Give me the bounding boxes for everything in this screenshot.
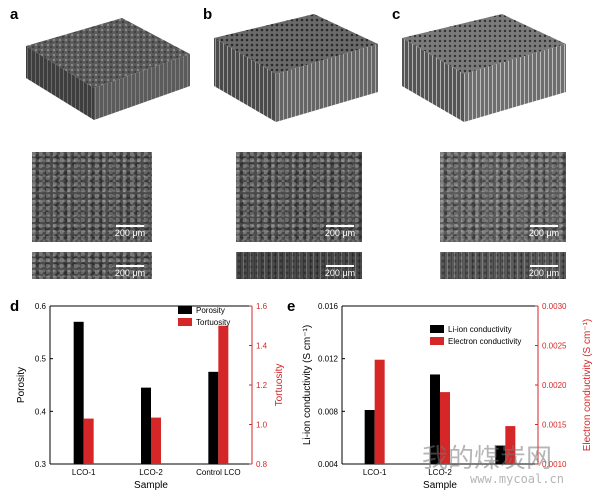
- chart-porosity-tortuosity: 0.3 0.4 0.5 0.6 0.8 1.0 1.2 1.4 1.6 Porosity Tortu…: [16, 302, 285, 491]
- left-tick-label: 0.3: [35, 460, 47, 469]
- bar-li-ion-conductivity: [364, 410, 375, 464]
- left-tick-label: 0.004: [318, 460, 339, 469]
- bar-tortuosity: [218, 325, 229, 464]
- x-axis-label: Sample: [423, 480, 457, 491]
- right-tick-label: 1.6: [256, 302, 268, 311]
- micrograph-side-a: 200 μm: [32, 252, 152, 279]
- left-tick-label: 0.6: [35, 302, 47, 311]
- right-tick-label: 0.8: [256, 460, 268, 469]
- left-tick-label: 0.5: [35, 355, 47, 364]
- category-label: LCO-1: [72, 468, 96, 477]
- bar-porosity: [141, 387, 151, 464]
- micrograph-side-c: 200 μm: [440, 252, 566, 279]
- right-tick-label: 0.0020: [542, 381, 567, 390]
- panel-label-e: e: [287, 298, 296, 315]
- tomography-block-b: [214, 14, 378, 122]
- scale-bar-label: 200 μm: [528, 228, 560, 238]
- tomography-block-a: [26, 18, 190, 120]
- category-label: LCO-2: [428, 468, 452, 477]
- legend-label: Tortuosity: [196, 318, 230, 327]
- legend-swatch: [430, 325, 444, 333]
- right-axis-label: Electron conductivity (S cm⁻¹): [582, 319, 593, 452]
- legend-label: Electron conductivity: [448, 337, 521, 346]
- category-label: LCO-1: [363, 468, 387, 477]
- bar-porosity: [73, 321, 84, 464]
- left-axis-label: Li-ion conductivity (S cm⁻¹): [302, 325, 313, 445]
- category-label: Control LCO: [196, 468, 240, 477]
- legend-swatch: [178, 318, 192, 326]
- legend-swatch: [430, 337, 444, 345]
- bar-tortuosity: [83, 418, 94, 464]
- left-tick-label: 0.008: [318, 407, 339, 416]
- right-tick-label: 0.0030: [542, 302, 567, 311]
- right-axis-label: Tortuosity: [274, 364, 285, 407]
- right-tick-label: 0.0025: [542, 342, 567, 351]
- right-tick-label: 1.2: [256, 381, 268, 390]
- legend-label: Li-ion conductivity: [448, 325, 512, 334]
- panel-label-d: d: [10, 298, 20, 315]
- left-axis-label: Porosity: [16, 367, 27, 403]
- bar-electron-conductivity: [505, 426, 516, 464]
- bar-porosity: [208, 371, 219, 464]
- bar-tortuosity: [151, 417, 161, 464]
- right-tick-label: 0.0010: [542, 460, 567, 469]
- scale-bar-label: 200 μm: [528, 268, 560, 278]
- panel-label-a: a: [10, 6, 19, 23]
- scale-bar-label: 200 μm: [324, 228, 356, 238]
- chart-conductivity: 0.004 0.008 0.012 0.016 0.0010 0.0015 0.0020 0.…: [302, 302, 593, 491]
- panel-label-b: b: [203, 6, 213, 23]
- category-label: LCO-2: [139, 468, 163, 477]
- x-axis-label: Sample: [134, 480, 168, 491]
- right-tick-label: 0.0015: [542, 421, 567, 430]
- legend-swatch: [178, 306, 192, 314]
- bar-li-ion-conductivity: [495, 445, 506, 464]
- watermark-url: www.mycoal.cn: [470, 472, 564, 486]
- scale-bar-label: 200 μm: [114, 268, 146, 278]
- scale-bar-label: 200 μm: [114, 228, 146, 238]
- left-tick-label: 0.016: [318, 302, 339, 311]
- left-tick-label: 0.4: [35, 407, 47, 416]
- bar-electron-conductivity: [440, 392, 450, 464]
- micrograph-top-c: 200 μm: [440, 152, 566, 242]
- bar-li-ion-conductivity: [430, 374, 440, 464]
- right-tick-label: 1.0: [256, 421, 268, 430]
- tomography-block-c: [402, 14, 566, 122]
- legend-label: Porosity: [196, 306, 225, 315]
- right-tick-label: 1.4: [256, 342, 268, 351]
- left-tick-label: 0.012: [318, 355, 339, 364]
- micrograph-top-b: 200 μm: [236, 152, 362, 242]
- watermark-text: 我的煤炭网: [422, 444, 553, 474]
- micrograph-top-a: 200 μm: [32, 152, 152, 242]
- scale-bar-label: 200 μm: [324, 268, 356, 278]
- bar-electron-conductivity: [374, 359, 385, 464]
- micrograph-side-b: 200 μm: [236, 252, 362, 279]
- panel-label-c: c: [392, 6, 401, 23]
